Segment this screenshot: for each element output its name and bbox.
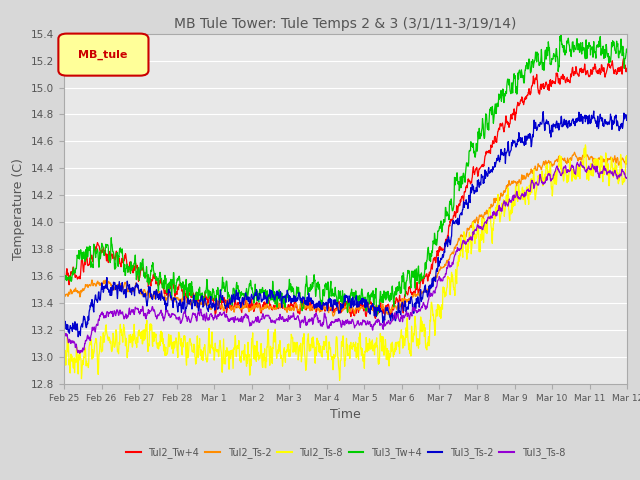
- Tul3_Tw+4: [116, 245, 124, 251]
- Tul2_Ts-8: [336, 377, 344, 383]
- Tul2_Ts-8: [513, 189, 520, 194]
- Tul2_Ts-2: [116, 281, 124, 287]
- Tul3_Tw+4: [531, 54, 539, 60]
- Line: Tul3_Ts-8: Tul3_Ts-8: [64, 162, 627, 353]
- Tul2_Ts-2: [330, 313, 337, 319]
- Tul3_Ts-8: [76, 350, 83, 356]
- Tul2_Ts-8: [60, 357, 68, 362]
- Tul2_Ts-8: [116, 322, 124, 327]
- Tul3_Ts-8: [60, 336, 68, 341]
- Tul3_Ts-2: [272, 292, 280, 298]
- Line: Tul3_Ts-2: Tul3_Ts-2: [64, 111, 627, 337]
- Line: Tul2_Tw+4: Tul2_Tw+4: [64, 59, 627, 318]
- Y-axis label: Temperature (C): Temperature (C): [12, 158, 26, 260]
- Tul3_Ts-8: [117, 311, 125, 317]
- Tul3_Tw+4: [607, 55, 614, 61]
- Tul2_Tw+4: [60, 277, 68, 283]
- Tul3_Ts-2: [105, 287, 113, 293]
- Line: Tul3_Tw+4: Tul3_Tw+4: [64, 34, 627, 316]
- Tul2_Tw+4: [372, 315, 380, 321]
- Tul2_Ts-8: [582, 142, 589, 148]
- Tul2_Ts-8: [104, 338, 112, 344]
- Tul2_Tw+4: [620, 56, 627, 61]
- Tul2_Tw+4: [623, 65, 631, 71]
- Text: MB_tule: MB_tule: [77, 49, 127, 60]
- Tul3_Ts-2: [60, 319, 68, 325]
- Tul3_Ts-8: [531, 180, 539, 186]
- Tul3_Ts-2: [513, 141, 520, 147]
- Tul3_Ts-8: [607, 170, 614, 176]
- X-axis label: Time: Time: [330, 408, 361, 421]
- Tul3_Ts-2: [117, 283, 125, 289]
- Tul2_Ts-2: [513, 183, 520, 189]
- Tul2_Ts-8: [607, 165, 614, 171]
- Line: Tul2_Ts-8: Tul2_Ts-8: [64, 145, 627, 380]
- Tul3_Ts-2: [531, 125, 539, 131]
- Tul2_Tw+4: [272, 304, 280, 310]
- Tul2_Ts-2: [531, 163, 539, 169]
- Tul2_Ts-2: [607, 154, 614, 160]
- Tul3_Tw+4: [623, 49, 631, 55]
- Tul3_Ts-2: [623, 114, 631, 120]
- Tul2_Ts-2: [571, 149, 579, 155]
- Tul3_Ts-2: [590, 108, 598, 114]
- Tul3_Tw+4: [513, 91, 520, 97]
- Tul3_Ts-8: [272, 317, 280, 323]
- Tul2_Ts-8: [531, 197, 539, 203]
- Tul3_Ts-8: [513, 189, 520, 194]
- Tul3_Tw+4: [557, 31, 565, 36]
- Tul2_Ts-2: [60, 295, 68, 300]
- Tul2_Tw+4: [116, 261, 124, 266]
- Tul2_Ts-2: [104, 279, 112, 285]
- Tul3_Ts-8: [577, 159, 584, 165]
- Tul3_Ts-2: [74, 334, 82, 340]
- Title: MB Tule Tower: Tule Temps 2 & 3 (3/1/11-3/19/14): MB Tule Tower: Tule Temps 2 & 3 (3/1/11-…: [175, 17, 516, 31]
- FancyBboxPatch shape: [58, 34, 148, 76]
- Tul3_Tw+4: [104, 246, 112, 252]
- Tul3_Ts-8: [623, 175, 631, 180]
- Tul3_Tw+4: [272, 295, 280, 300]
- Tul3_Ts-8: [105, 310, 113, 316]
- Tul2_Ts-8: [623, 157, 631, 163]
- Tul2_Tw+4: [607, 65, 614, 71]
- Line: Tul2_Ts-2: Tul2_Ts-2: [64, 152, 627, 316]
- Tul2_Ts-8: [272, 335, 280, 340]
- Tul3_Tw+4: [60, 277, 68, 283]
- Tul2_Ts-2: [272, 304, 280, 310]
- Tul2_Tw+4: [513, 106, 520, 111]
- Tul3_Ts-2: [607, 115, 614, 121]
- Legend: Tul2_Tw+4, Tul2_Ts-2, Tul2_Ts-8, Tul3_Tw+4, Tul3_Ts-2, Tul3_Ts-8: Tul2_Tw+4, Tul2_Ts-2, Tul2_Ts-8, Tul3_Tw…: [122, 443, 569, 462]
- Tul3_Tw+4: [373, 313, 381, 319]
- Tul2_Ts-2: [623, 158, 631, 164]
- Tul2_Tw+4: [531, 75, 539, 81]
- Tul2_Tw+4: [104, 260, 112, 265]
